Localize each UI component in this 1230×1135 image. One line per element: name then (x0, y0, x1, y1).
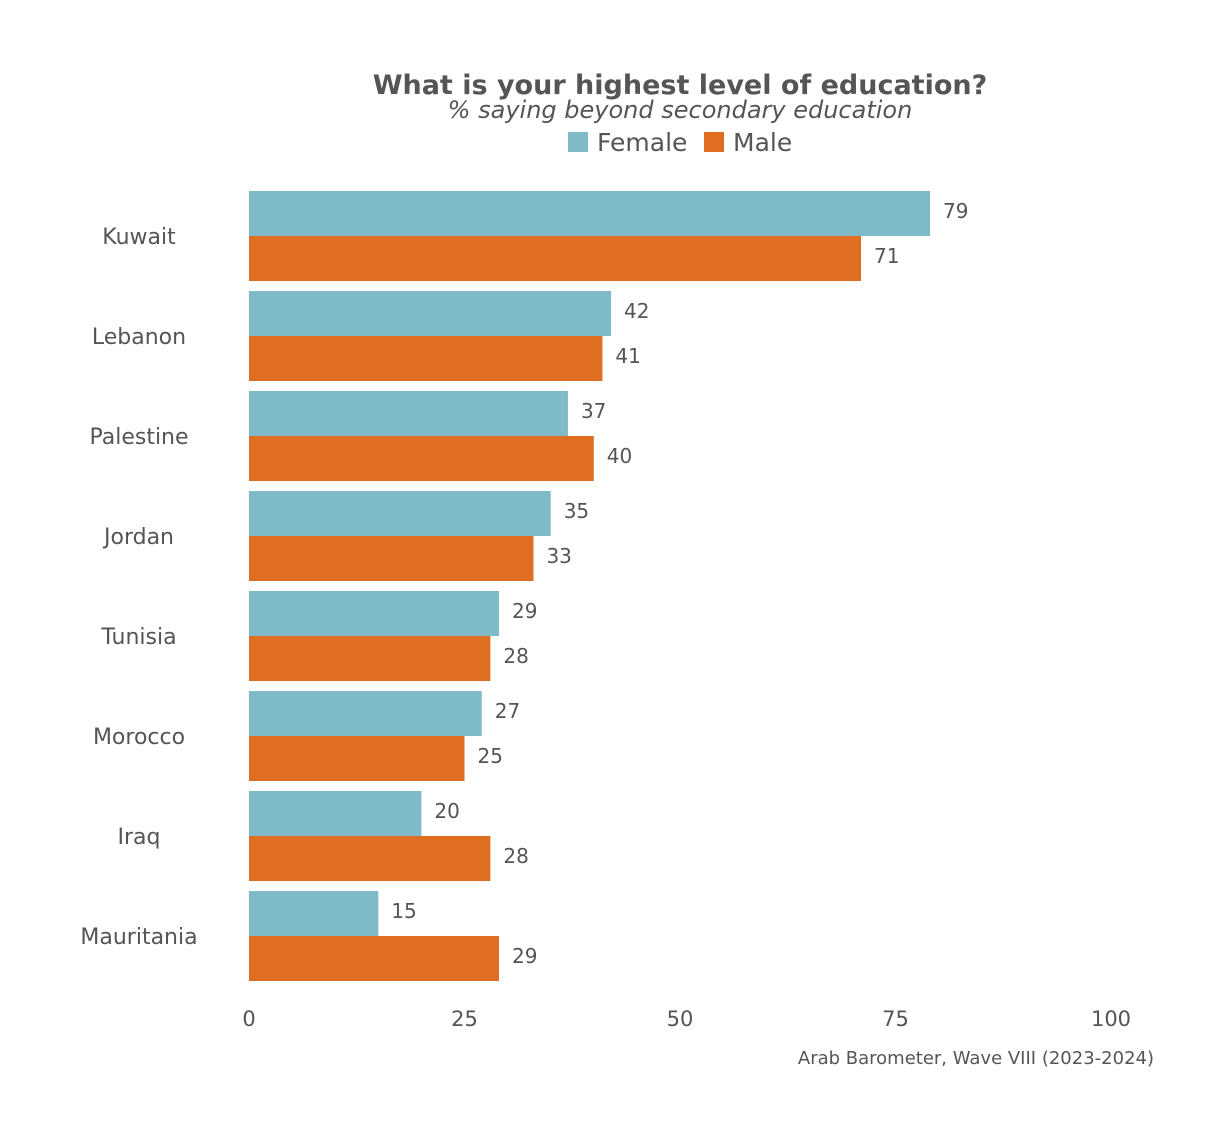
category-label: Morocco (93, 725, 185, 750)
data-label: 29 (512, 944, 537, 968)
data-label: 71 (874, 244, 899, 268)
data-label: 33 (546, 544, 571, 568)
data-label: 28 (503, 644, 528, 668)
legend-swatch-male (704, 132, 724, 152)
x-tick-label: 50 (667, 1007, 694, 1031)
x-tick-label: 75 (882, 1007, 909, 1031)
data-label: 37 (581, 399, 606, 423)
category-label: Jordan (102, 525, 174, 550)
bar-female (249, 691, 482, 736)
bar-male (249, 336, 603, 381)
bar-male (249, 536, 534, 581)
data-label: 29 (512, 599, 537, 623)
bar-male (249, 636, 491, 681)
data-label: 41 (615, 344, 640, 368)
legend-label-male: Male (733, 128, 792, 157)
data-label: 15 (391, 899, 416, 923)
bar-male (249, 236, 862, 281)
caption: Arab Barometer, Wave VIII (2023-2024) (798, 1048, 1154, 1069)
bar-female (249, 591, 499, 636)
data-label: 27 (495, 699, 520, 723)
bar-male (249, 836, 491, 881)
bar-female (249, 291, 612, 336)
legend: Female Male (568, 128, 792, 157)
data-label: 28 (503, 844, 528, 868)
data-label: 42 (624, 299, 649, 323)
bar-female (249, 191, 930, 236)
data-label: 35 (564, 499, 589, 523)
data-label: 40 (607, 444, 632, 468)
legend-swatch-female (568, 132, 588, 152)
category-label: Palestine (89, 425, 188, 450)
bar-female (249, 891, 379, 936)
bar-female (249, 391, 568, 436)
category-label: Kuwait (102, 225, 176, 250)
chart-subtitle: % saying beyond secondary education (448, 96, 913, 124)
chart-title: What is your highest level of education? (373, 70, 988, 101)
data-label: 20 (434, 799, 459, 823)
x-axis: 0 25 50 75 100 (242, 1007, 1131, 1031)
data-label: 25 (478, 744, 503, 768)
category-label: Tunisia (100, 625, 176, 650)
x-tick-label: 100 (1091, 1007, 1131, 1031)
bar-female (249, 791, 422, 836)
x-tick-label: 0 (242, 1007, 255, 1031)
category-label: Lebanon (92, 325, 186, 350)
category-label: Iraq (118, 825, 161, 850)
data-label: 79 (943, 199, 968, 223)
bar-male (249, 436, 594, 481)
bar-male (249, 736, 465, 781)
category-label: Mauritania (80, 925, 197, 950)
bar-female (249, 491, 551, 536)
x-tick-label: 25 (451, 1007, 478, 1031)
legend-label-female: Female (597, 128, 687, 157)
bar-male (249, 936, 499, 981)
